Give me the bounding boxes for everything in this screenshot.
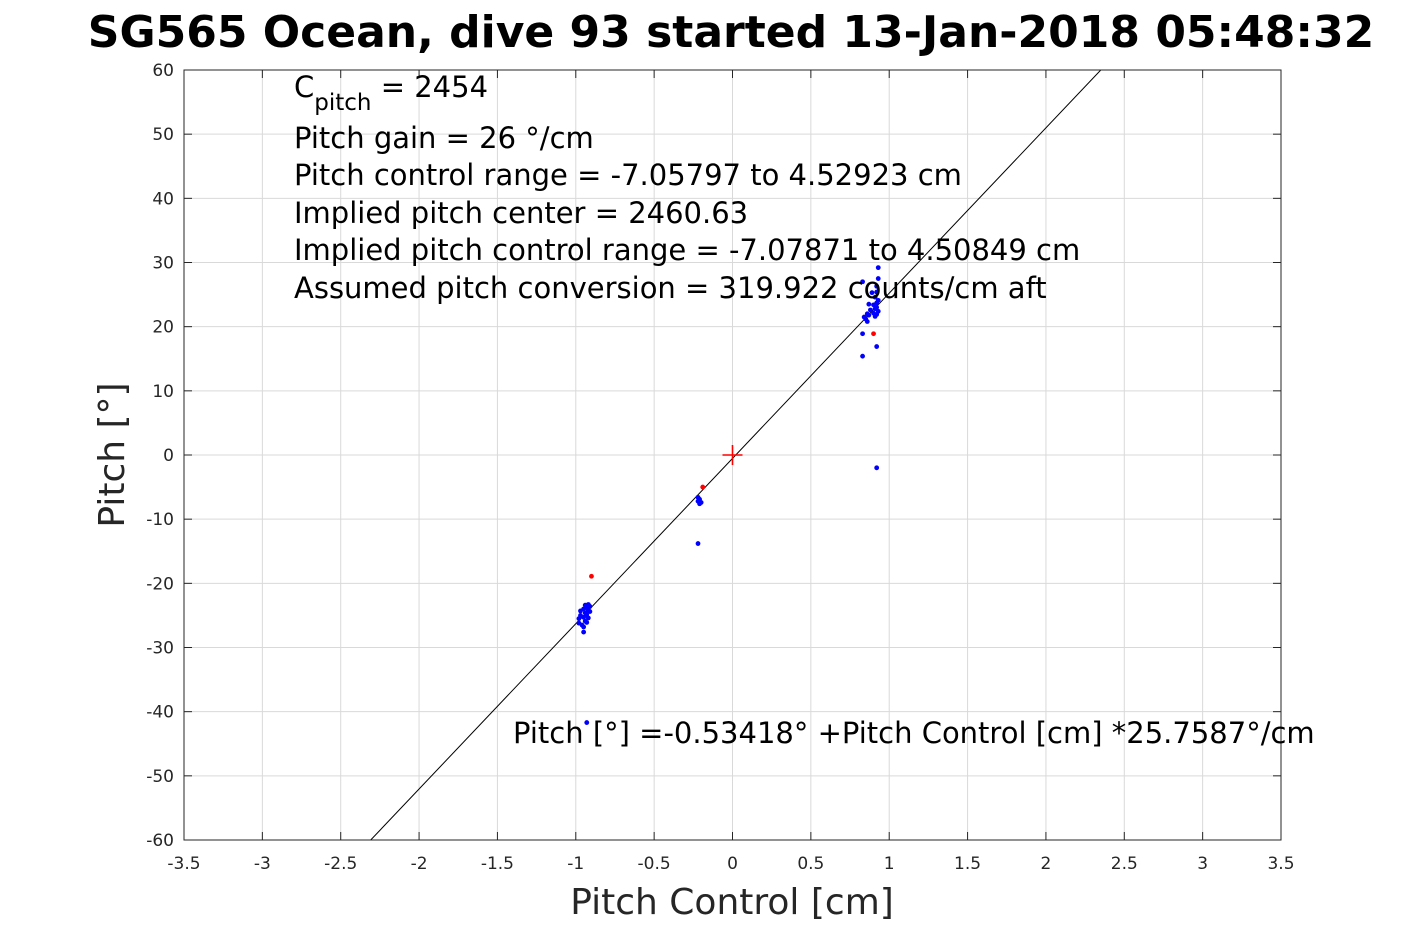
x-tick-label: 1 — [884, 854, 895, 874]
y-tick-label: 40 — [152, 189, 174, 209]
x-tick-label: 2.5 — [1111, 854, 1138, 874]
annotation-c-pitch: Cpitch = 2454 — [294, 70, 488, 116]
x-tick-label: -2.5 — [324, 854, 357, 874]
data-point-blue — [584, 620, 590, 625]
data-point-blue — [587, 609, 593, 614]
annotation-implied-range: Implied pitch control range = -7.07871 t… — [294, 233, 1080, 267]
data-point-blue — [698, 500, 704, 505]
x-tick-label: 3 — [1197, 854, 1208, 874]
x-tick-label: -1 — [567, 854, 584, 874]
y-axis-ticks: -60 -50 -40 -30 -20 -10 0 10 20 30 40 50 60 — [146, 61, 1281, 851]
annotation-block: Cpitch = 2454 Pitch gain = 26 °/cm Pitch… — [294, 70, 1080, 305]
x-axis-label: Pitch Control [cm] — [570, 882, 894, 923]
data-point-blue — [860, 353, 865, 359]
x-tick-label: 3.5 — [1267, 854, 1294, 874]
data-point-blue — [868, 307, 873, 313]
y-tick-label: -50 — [146, 767, 174, 787]
annotation-pitch-gain: Pitch gain = 26 °/cm — [294, 121, 594, 155]
y-tick-label: 60 — [152, 61, 174, 81]
data-point-blue — [866, 301, 872, 307]
y-tick-label: -60 — [146, 831, 174, 851]
data-point-blue — [581, 629, 587, 635]
annotation-implied-center: Implied pitch center = 2460.63 — [294, 196, 748, 230]
x-tick-label: -3.5 — [167, 854, 200, 874]
gridlines — [183, 69, 1282, 841]
y-tick-label: 20 — [152, 318, 174, 338]
data-point-blue — [860, 331, 865, 337]
center-marker-layer — [722, 445, 743, 465]
fit-equation: Pitch [°] =-0.53418° +Pitch Control [cm]… — [513, 716, 1315, 750]
x-tick-label: -1.5 — [481, 854, 514, 874]
y-tick-label: 10 — [152, 382, 174, 402]
y-axis-label: Pitch [°] — [92, 382, 133, 527]
y-tick-label: -30 — [146, 639, 174, 659]
data-point-blue — [874, 289, 880, 295]
data-point-blue — [874, 305, 880, 310]
data-point-blue — [866, 312, 872, 318]
y-tick-label: -10 — [146, 510, 174, 530]
y-tick-label: 0 — [163, 446, 174, 466]
data-point-blue — [875, 276, 881, 281]
data-point-blue — [875, 308, 881, 314]
data-point-blue — [695, 541, 701, 546]
x-tick-label: 2 — [1041, 854, 1052, 874]
data-point-blue — [874, 283, 880, 289]
x-tick-label: -2 — [411, 854, 428, 874]
annotation-assumed-conversion: Assumed pitch conversion = 319.922 count… — [294, 271, 1047, 305]
data-points — [576, 265, 881, 725]
data-point-red — [589, 573, 594, 579]
data-point-blue — [584, 720, 590, 725]
data-point-blue — [581, 624, 587, 630]
y-tick-label: -40 — [146, 703, 174, 723]
data-point-blue — [872, 314, 878, 319]
data-point-blue — [872, 294, 878, 300]
annotation-control-range: Pitch control range = -7.05797 to 4.5292… — [294, 158, 962, 192]
y-tick-label: -20 — [146, 574, 174, 594]
x-tick-label: 0.5 — [797, 854, 824, 874]
data-point-blue — [874, 300, 880, 306]
y-tick-label: 30 — [152, 254, 174, 274]
x-tick-label: -3 — [254, 854, 271, 874]
chart-title: SG565 Ocean, dive 93 started 13-Jan-2018… — [88, 7, 1374, 58]
data-point-red — [700, 484, 706, 490]
x-axis-ticks: -3.5 -3 -2.5 -2 -1.5 -1 -0.5 0 0.5 1 1.5 2 2.5 3 3.5 — [167, 70, 1295, 874]
x-tick-label: 0 — [727, 854, 738, 874]
x-tick-label: 1.5 — [954, 854, 981, 874]
data-point-blue — [874, 344, 880, 349]
y-tick-label: 50 — [152, 125, 174, 145]
c-pitch-value: = 2454 — [371, 70, 488, 104]
data-point-blue — [874, 465, 880, 471]
data-point-blue — [869, 290, 875, 296]
data-point-blue — [864, 319, 870, 324]
c-pitch-subscript: pitch — [314, 90, 371, 116]
data-point-blue — [585, 615, 591, 621]
data-point-blue — [860, 279, 865, 285]
c-pitch-symbol: C — [294, 70, 314, 104]
x-tick-label: -0.5 — [638, 854, 671, 874]
data-point-red — [871, 331, 876, 337]
data-point-blue — [875, 265, 881, 271]
data-point-blue — [587, 604, 593, 609]
